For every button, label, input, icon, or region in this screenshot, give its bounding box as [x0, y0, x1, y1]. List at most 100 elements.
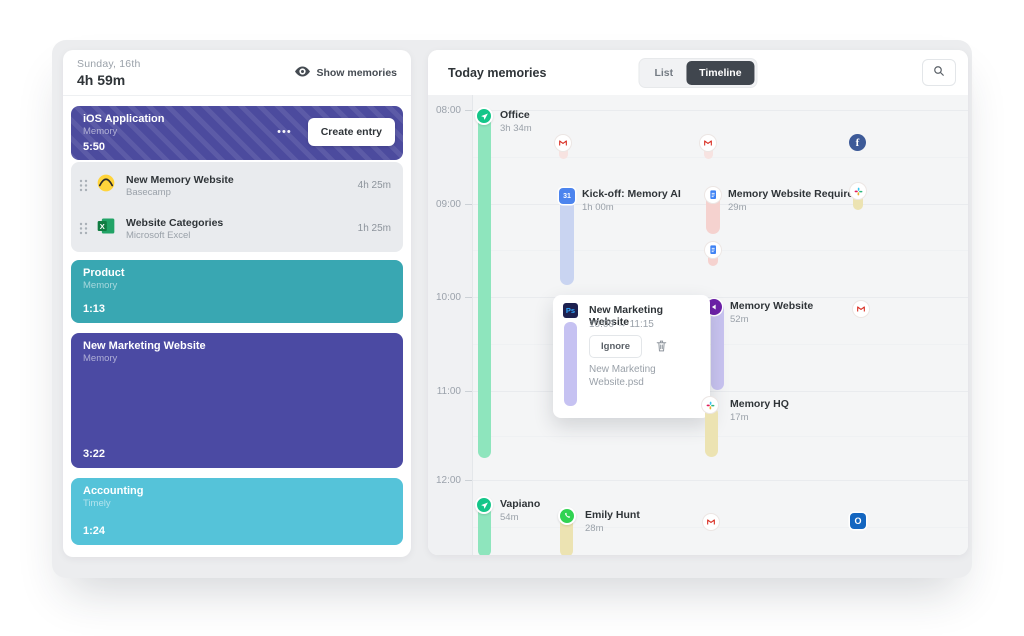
active-entry-time: 5:50	[83, 141, 106, 153]
event-vapiano: Vapiano 54m	[500, 498, 541, 523]
entry-card-accounting[interactable]: Accounting Timely 1:24	[71, 478, 403, 545]
hour-label: 11:00	[436, 386, 461, 397]
event-requirements: Memory Website Require… 29m	[728, 188, 864, 213]
gmail-icon[interactable]	[555, 135, 571, 151]
entry-subtitle: Memory	[83, 353, 118, 364]
entry-card-product[interactable]: Product Memory 1:13	[71, 260, 403, 323]
trash-icon[interactable]	[655, 339, 668, 358]
memory-suggestion-list: New Memory Website Basecamp 4h 25m X Web…	[71, 162, 403, 252]
entry-title: New Marketing Website	[83, 340, 206, 352]
google-docs-icon[interactable]	[705, 242, 721, 258]
memory-title: New Memory Website	[126, 173, 234, 186]
slack-icon[interactable]	[702, 397, 718, 413]
show-memories-label: Show memories	[316, 66, 397, 79]
hour-line	[473, 480, 968, 481]
purple-app-icon[interactable]	[706, 299, 722, 315]
drag-handle-icon[interactable]	[79, 179, 88, 192]
basecamp-icon	[96, 173, 116, 198]
popup-file-name: New Marketing Website.psd	[589, 364, 656, 388]
entry-title: Accounting	[83, 485, 144, 497]
search-button[interactable]	[922, 59, 956, 86]
popup-title: New Marketing Website	[589, 304, 664, 328]
kickoff-track[interactable]	[560, 190, 574, 285]
timeline: 08:00 09:00 10:00 11:00 12:00 Office 3h …	[428, 95, 968, 555]
active-entry-subtitle: Memory	[83, 126, 118, 137]
show-memories-toggle[interactable]: Show memories	[295, 66, 397, 80]
active-entry-title: iOS Application	[83, 113, 165, 125]
whatsapp-icon[interactable]	[558, 507, 576, 525]
hour-label: 10:00	[435, 292, 461, 303]
gmail-usage-track[interactable]	[704, 143, 713, 159]
memories-panel: Today memories List Timeline	[428, 50, 968, 555]
eye-icon	[295, 66, 311, 80]
office-location-track[interactable]	[478, 108, 491, 458]
location-icon[interactable]	[475, 107, 493, 125]
excel-icon: X	[96, 216, 116, 241]
panel-title: Today memories	[448, 65, 547, 80]
hour-line	[473, 110, 968, 111]
date-label: Sunday, 16th	[77, 57, 141, 70]
emily-hunt-track[interactable]	[560, 515, 573, 555]
view-toggle: List Timeline	[638, 57, 758, 88]
half-hour-line	[473, 436, 968, 437]
memory-row[interactable]: X Website Categories Microsoft Excel 1h …	[71, 207, 403, 250]
hour-line	[473, 204, 968, 205]
entry-time: 3:22	[83, 448, 106, 460]
event-kickoff: Kick-off: Memory AI 1h 00m	[582, 188, 681, 213]
ignore-button[interactable]: Ignore	[589, 335, 643, 358]
app-canvas: Sunday, 16th 4h 59m Show memories iOS Ap…	[52, 40, 972, 578]
memory-detail-popup: Ps New Marketing Website 10:00 → 11:15 I…	[553, 295, 710, 418]
entry-card-new-marketing-website[interactable]: New Marketing Website Memory 3:22	[71, 333, 403, 468]
tab-timeline[interactable]: Timeline	[686, 60, 755, 85]
photoshop-icon: Ps	[563, 303, 578, 318]
gmail-usage-track[interactable]	[559, 143, 568, 159]
entry-subtitle: Memory	[83, 280, 118, 291]
hour-label: 12:00	[435, 475, 461, 486]
total-time: 4h 59m	[77, 71, 126, 88]
location-icon[interactable]	[475, 496, 493, 514]
memory-app: Microsoft Excel	[126, 229, 191, 241]
day-sidebar: Sunday, 16th 4h 59m Show memories iOS Ap…	[63, 50, 411, 557]
hour-gutter	[428, 95, 473, 555]
more-menu-icon[interactable]: •••	[277, 126, 292, 138]
memory-duration: 4h 25m	[357, 180, 391, 191]
memory-title: Website Categories	[126, 216, 224, 229]
hour-line	[473, 297, 968, 298]
memory-website-track[interactable]	[711, 302, 724, 390]
drag-handle-icon[interactable]	[79, 222, 88, 235]
entry-subtitle: Timely	[83, 498, 111, 509]
memory-hq-track[interactable]	[705, 407, 718, 457]
tab-list[interactable]: List	[641, 61, 686, 85]
slack-usage-track[interactable]	[853, 192, 863, 210]
memories-header: Today memories List Timeline	[428, 50, 968, 95]
memory-duration: 1h 25m	[357, 223, 391, 234]
svg-text:X: X	[100, 222, 105, 231]
facebook-icon[interactable]: f	[849, 134, 866, 151]
sidebar-header: Sunday, 16th 4h 59m Show memories	[63, 50, 411, 96]
event-memory-hq: Memory HQ 17m	[730, 398, 789, 423]
half-hour-line	[473, 527, 968, 528]
event-emily-hunt: Emily Hunt 28m	[585, 509, 640, 534]
entry-time: 1:24	[83, 525, 106, 537]
hour-label: 08:00	[435, 105, 461, 116]
search-icon	[933, 65, 945, 80]
entry-time: 1:13	[83, 303, 106, 315]
popup-time-range: 10:00 → 11:15	[589, 319, 654, 330]
gmail-icon[interactable]	[703, 514, 719, 530]
google-docs-icon[interactable]	[705, 187, 721, 203]
slack-icon[interactable]	[850, 183, 866, 199]
hour-line	[473, 391, 968, 392]
hour-label: 09:00	[435, 199, 461, 210]
gmail-icon[interactable]	[853, 301, 869, 317]
memory-app: Basecamp	[126, 186, 171, 198]
event-memory-website: Memory Website 52m	[730, 300, 814, 325]
event-office: Office 3h 34m	[500, 109, 532, 134]
entry-title: Product	[83, 267, 125, 279]
outlook-icon[interactable]: O	[850, 513, 866, 529]
active-entry-card[interactable]: iOS Application Memory 5:50 ••• Create e…	[71, 106, 403, 160]
gmail-icon[interactable]	[700, 135, 716, 151]
half-hour-line	[473, 157, 968, 158]
memory-row[interactable]: New Memory Website Basecamp 4h 25m	[71, 164, 403, 207]
create-entry-button[interactable]: Create entry	[307, 118, 395, 146]
calendar-icon[interactable]: 31	[559, 188, 575, 204]
